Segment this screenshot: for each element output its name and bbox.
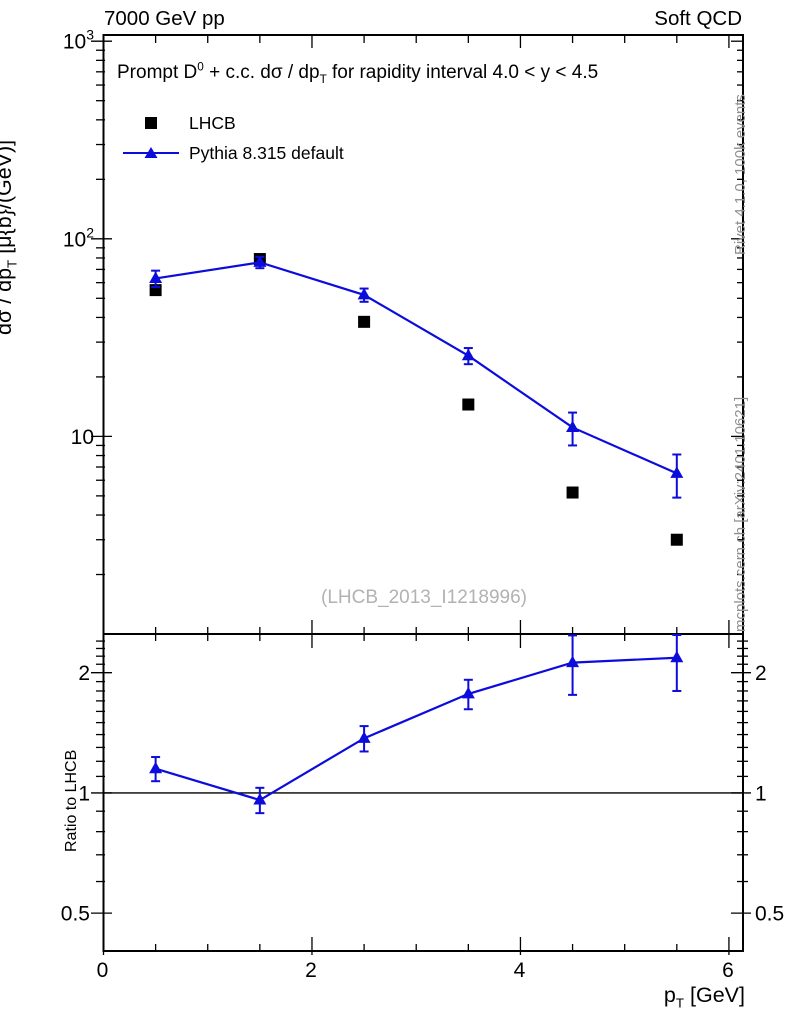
x-axis-tick-labels: 0 2 4 6: [97, 959, 734, 982]
svg-text:103: 103: [63, 27, 94, 54]
svg-text:1: 1: [755, 782, 767, 805]
rivet-version-note: Rivet 4.1.0, 100k events: [732, 94, 749, 255]
svg-text:2: 2: [755, 662, 767, 685]
analysis-watermark: (LHCB_2013_I1218996): [321, 587, 527, 608]
lhcb-data-points: [149, 253, 683, 546]
legend-square-icon: [145, 117, 157, 129]
svg-text:0: 0: [97, 959, 109, 982]
legend: LHCB Pythia 8.315 default: [120, 108, 344, 168]
ratio-curve: [149, 634, 684, 815]
legend-item-pythia: Pythia 8.315 default: [120, 138, 344, 168]
legend-marker-cell: [120, 146, 182, 160]
svg-text:2: 2: [305, 959, 317, 982]
ratio-y-axis-ticks: 0.5 0.5 1 1 2 2: [61, 640, 784, 926]
legend-item-lhcb: LHCB: [120, 108, 344, 138]
legend-line-icon: [123, 147, 179, 158]
svg-text:0.5: 0.5: [61, 903, 90, 926]
ratio-y-axis-label: Ratio to LHCB: [63, 749, 80, 852]
svg-text:102: 102: [63, 224, 94, 251]
legend-label-lhcb: LHCB: [189, 112, 236, 133]
legend-marker-cell: [120, 116, 182, 130]
x-axis-label: pT [GeV]: [663, 983, 745, 1011]
svg-text:0.5: 0.5: [755, 903, 784, 926]
svg-text:1: 1: [78, 782, 90, 805]
ratio-panel-frame: [102, 633, 744, 952]
y-axis-label: dσ / dpT [μ{b}/(GeV)]: [0, 139, 20, 335]
svg-text:6: 6: [722, 959, 734, 982]
mcplots-attribution: mcplots.cern.ch [arXiv:2401.10621]: [732, 396, 749, 632]
svg-text:2: 2: [78, 662, 90, 685]
header-process-group: Soft QCD: [654, 7, 742, 30]
svg-text:10: 10: [71, 426, 94, 449]
x-axis-ticks: [102, 35, 730, 955]
header-beam-energy: 7000 GeV pp: [104, 7, 225, 30]
svg-text:4: 4: [514, 959, 526, 982]
plot-title: Prompt D0 + c.c. dσ / dpT for rapidity i…: [117, 60, 599, 86]
pythia-curve: [149, 255, 684, 499]
legend-label-pythia: Pythia 8.315 default: [189, 142, 344, 163]
